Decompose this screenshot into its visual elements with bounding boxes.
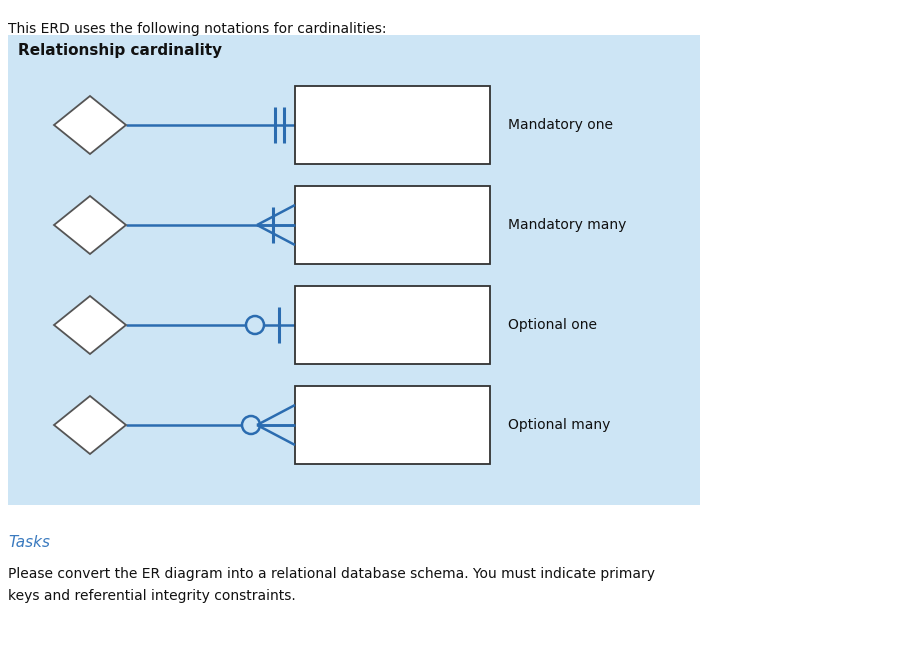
Text: Relationship cardinality: Relationship cardinality (18, 43, 222, 58)
Text: Mandatory many: Mandatory many (508, 218, 627, 232)
Bar (295, 386, 490, 464)
Polygon shape (54, 296, 126, 354)
Bar (295, 86, 490, 164)
Bar (295, 186, 490, 264)
Text: Mandatory one: Mandatory one (508, 118, 613, 132)
Polygon shape (54, 96, 126, 154)
Circle shape (242, 416, 260, 434)
Text: This ERD uses the following notations for cardinalities:: This ERD uses the following notations fo… (8, 22, 386, 36)
Polygon shape (54, 196, 126, 254)
Circle shape (246, 316, 264, 334)
Bar (295, 286, 490, 364)
Polygon shape (54, 396, 126, 454)
Text: Please convert the ER diagram into a relational database schema. You must indica: Please convert the ER diagram into a rel… (8, 567, 655, 603)
Text: Tasks: Tasks (8, 535, 50, 550)
Bar (8, 35, 700, 505)
Text: Optional one: Optional one (508, 318, 597, 332)
Text: Optional many: Optional many (508, 418, 610, 432)
